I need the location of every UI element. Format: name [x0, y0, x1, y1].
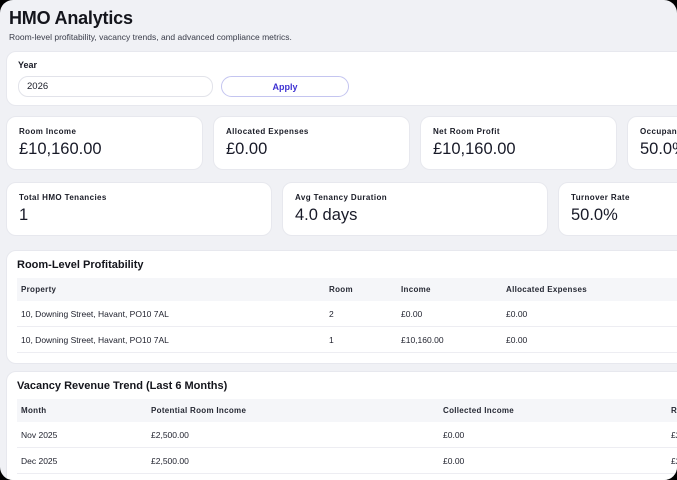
metric-card: Net Room Profit £10,160.00	[420, 116, 617, 170]
column-header: Allocated Expenses	[502, 278, 677, 301]
vacancy-trend-panel: Vacancy Revenue Trend (Last 6 Months) Mo…	[6, 371, 677, 480]
table-row: 10, Downing Street, Havant, PO10 7AL 1 £10…	[17, 326, 677, 353]
table-cell: £2,500.00	[667, 422, 677, 448]
table-cell: £2,500.00	[667, 473, 677, 480]
table-cell: £0.00	[439, 422, 667, 448]
table-cell: 10, Downing Street, Havant, PO10 7AL	[17, 326, 325, 353]
metric-label: Avg Tenancy Duration	[295, 193, 388, 202]
table-header-row: Month Potential Room Income Collected Inco…	[17, 399, 677, 422]
metric-label: Total HMO Tenancies	[19, 193, 107, 202]
page-title: HMO Analytics	[9, 8, 133, 28]
metric-card: Room Income £10,160.00	[6, 116, 203, 170]
table-cell: £0.00	[502, 301, 677, 327]
metric-value: 50.0%	[571, 206, 618, 224]
column-header: Month	[17, 399, 147, 422]
metric-value: 4.0 days	[295, 206, 358, 224]
table-cell: Jan 2026	[17, 473, 147, 480]
column-header: Room	[325, 278, 397, 301]
metric-value: 50.0%	[640, 140, 677, 158]
metric-card: Turnover Rate 50.0%	[558, 182, 677, 236]
table-cell: Dec 2025	[17, 447, 147, 474]
table-cell: £10,160.00	[397, 326, 502, 353]
table-cell: £2,500.00	[147, 447, 439, 474]
column-header: Potential Room Income	[147, 399, 439, 422]
table-cell: £2,500.00	[667, 447, 677, 474]
table-cell: £0.00	[397, 301, 502, 327]
apply-button[interactable]: Apply	[221, 76, 349, 97]
table-row: 10, Downing Street, Havant, PO10 7AL 2 £0.…	[17, 301, 677, 327]
metric-value: £10,160.00	[433, 140, 516, 158]
metric-label: Allocated Expenses	[226, 127, 309, 136]
table-cell: 1	[325, 326, 397, 353]
year-input[interactable]	[18, 76, 213, 97]
metric-value: £10,160.00	[19, 140, 102, 158]
metric-label: Turnover Rate	[571, 193, 630, 202]
table-row: Jan 2026£2,500.00£0.00£2,500.00	[17, 473, 677, 480]
metric-card: Avg Tenancy Duration 4.0 days	[282, 182, 548, 236]
table-cell: £0.00	[502, 326, 677, 353]
table-cell: Nov 2025	[17, 422, 147, 448]
table-cell: £0.00	[439, 473, 667, 480]
table-row: Nov 2025£2,500.00£0.00£2,500.00	[17, 422, 677, 448]
metric-value: £0.00	[226, 140, 268, 158]
metric-card: Occupancy 50.0%	[627, 116, 677, 170]
metric-value: 1	[19, 206, 29, 224]
vacancy-trend-title: Vacancy Revenue Trend (Last 6 Months)	[17, 380, 228, 392]
column-header: Income	[397, 278, 502, 301]
year-field-label: Year	[18, 60, 38, 70]
year-filter-row: Apply	[18, 76, 677, 97]
column-header: Property	[17, 278, 325, 301]
table-cell: £0.00	[439, 447, 667, 474]
table-cell: £2,500.00	[147, 473, 439, 480]
year-filter-panel: Year Apply	[6, 51, 677, 106]
room-profitability-title: Room-Level Profitability	[17, 259, 144, 271]
room-profitability-panel: Room-Level Profitability Property Room Inc…	[6, 250, 677, 364]
table-cell: 10, Downing Street, Havant, PO10 7AL	[17, 301, 325, 327]
metric-card: Total HMO Tenancies 1	[6, 182, 272, 236]
page-subtitle: Room-level profitability, vacancy trends…	[9, 32, 292, 42]
table-cell: 2	[325, 301, 397, 327]
metric-label: Room Income	[19, 127, 77, 136]
metric-label: Occupancy	[640, 127, 677, 136]
column-header: Revenue Lost	[667, 399, 677, 422]
vacancy-trend-table: Month Potential Room Income Collected Inco…	[17, 399, 677, 480]
metrics-row-1: Room Income £10,160.00 Allocated Expenses £…	[6, 116, 677, 170]
metrics-row-2: Total HMO Tenancies 1 Avg Tenancy Duration…	[6, 182, 677, 236]
column-header: Collected Income	[439, 399, 667, 422]
table-cell: £2,500.00	[147, 422, 439, 448]
table-row: Dec 2025£2,500.00£0.00£2,500.00	[17, 447, 677, 474]
metric-label: Net Room Profit	[433, 127, 500, 136]
metric-card: Allocated Expenses £0.00	[213, 116, 410, 170]
